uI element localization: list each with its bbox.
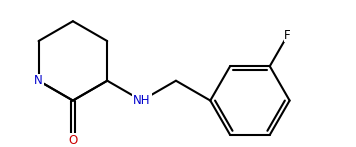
Text: NH: NH <box>133 94 150 107</box>
Text: O: O <box>68 134 78 147</box>
Text: N: N <box>34 74 43 87</box>
Text: F: F <box>284 29 291 42</box>
